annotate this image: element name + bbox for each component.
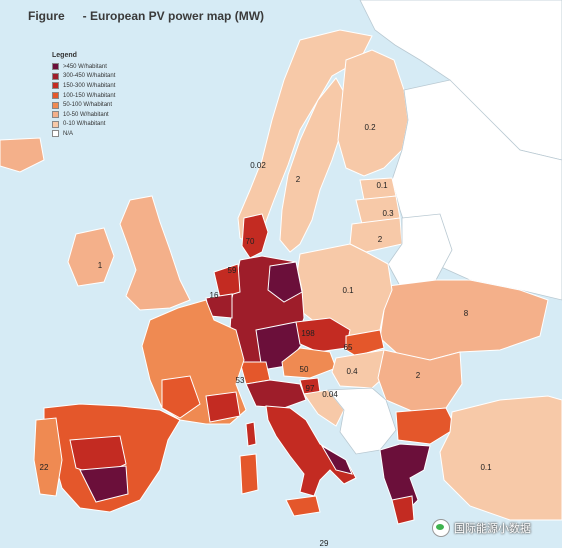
map-value-label: 59 bbox=[228, 266, 237, 275]
map-value-label: 1 bbox=[98, 261, 103, 270]
map-value-label: 0.4 bbox=[346, 367, 358, 376]
legend-item: 100-150 W/habitant bbox=[52, 91, 115, 101]
wechat-icon bbox=[432, 519, 450, 537]
region-sardinia bbox=[239, 453, 259, 495]
title-text: - European PV power map (MW) bbox=[82, 9, 265, 23]
region-spain-south bbox=[79, 465, 129, 503]
map-value-label: 97 bbox=[306, 384, 315, 393]
map-value-label: 0.02 bbox=[250, 161, 266, 170]
legend-swatch bbox=[52, 92, 59, 100]
legend-swatch bbox=[52, 130, 59, 138]
legend-item: 50-100 W/habitant bbox=[52, 100, 115, 110]
legend-item: 0-10 W/habitant bbox=[52, 120, 115, 130]
region-finland bbox=[337, 49, 409, 177]
map-value-label: 0.3 bbox=[382, 209, 394, 218]
title-label: Figure bbox=[28, 9, 65, 23]
legend-swatch bbox=[52, 63, 59, 71]
map-value-label: 22 bbox=[40, 463, 49, 472]
legend-item: 10-50 W/habitant bbox=[52, 110, 115, 120]
legend-item: 150-300 W/habitant bbox=[52, 81, 115, 91]
map-value-label: 29 bbox=[320, 539, 329, 548]
map-value-label: 50 bbox=[300, 365, 309, 374]
map-value-label: 2 bbox=[416, 371, 421, 380]
watermark: 国际能源小数据 bbox=[432, 519, 531, 537]
map-value-label: 65 bbox=[344, 343, 353, 352]
map-value-label: 8 bbox=[464, 309, 469, 318]
legend-label: 150-300 W/habitant bbox=[63, 82, 116, 89]
map-value-label: 0.1 bbox=[376, 181, 388, 190]
legend-title: Legend bbox=[52, 52, 77, 59]
region-france-southwest bbox=[161, 375, 201, 419]
legend-label: 50-100 W/habitant bbox=[63, 102, 113, 109]
page-title: Figure - European PV power map (MW) bbox=[28, 9, 264, 23]
region-ireland bbox=[67, 227, 115, 287]
map-value-label: 198 bbox=[301, 329, 315, 338]
region-iceland bbox=[0, 137, 45, 173]
region-greece bbox=[379, 443, 431, 515]
region-croatia bbox=[303, 389, 345, 427]
legend-label: >450 W/habitant bbox=[63, 63, 107, 70]
map-value-label: 0.2 bbox=[364, 123, 376, 132]
region-italy bbox=[265, 405, 357, 497]
region-sicily bbox=[285, 495, 321, 517]
legend-swatch bbox=[52, 120, 59, 128]
legend: Legend >450 W/habitant 300-450 W/habitant… bbox=[52, 52, 115, 139]
region-italy-north bbox=[245, 379, 307, 409]
region-netherlands bbox=[213, 263, 241, 299]
legend-swatch bbox=[52, 82, 59, 90]
region-bulgaria bbox=[395, 407, 457, 445]
map-value-label: 0.1 bbox=[342, 286, 354, 295]
legend-label: N/A bbox=[63, 130, 74, 137]
region-east-germany bbox=[267, 261, 303, 303]
legend-items: >450 W/habitant 300-450 W/habitant 150-300… bbox=[52, 62, 115, 139]
legend-item: >450 W/habitant bbox=[52, 62, 115, 72]
region-turkey bbox=[439, 395, 562, 521]
legend-label: 100-150 W/habitant bbox=[63, 92, 116, 99]
region-corsica bbox=[245, 421, 257, 447]
region-france-southeast bbox=[205, 391, 241, 423]
region-great-britain bbox=[119, 195, 191, 311]
legend-swatch bbox=[52, 101, 59, 109]
legend-swatch bbox=[52, 111, 59, 119]
region-portugal bbox=[33, 417, 63, 497]
map-value-label: 2 bbox=[296, 175, 301, 184]
map-value-label: 16 bbox=[210, 291, 219, 300]
map-value-label: 0.1 bbox=[480, 463, 492, 472]
legend-item: 300-450 W/habitant bbox=[52, 72, 115, 82]
region-denmark bbox=[241, 213, 269, 259]
map-value-label: 0.04 bbox=[322, 390, 338, 399]
watermark-text: 国际能源小数据 bbox=[454, 523, 531, 535]
region-greece-south bbox=[391, 495, 415, 525]
region-lithuania bbox=[349, 217, 403, 253]
map-value-label: 70 bbox=[246, 237, 255, 246]
legend-label: 10-50 W/habitant bbox=[63, 111, 109, 118]
region-puglia bbox=[320, 444, 353, 475]
map-value-label: 2 bbox=[378, 235, 383, 244]
legend-label: 300-450 W/habitant bbox=[63, 73, 116, 80]
legend-label: 0-10 W/habitant bbox=[63, 121, 106, 128]
map-value-label: 53 bbox=[236, 376, 245, 385]
legend-swatch bbox=[52, 72, 59, 80]
legend-item: N/A bbox=[52, 129, 115, 139]
